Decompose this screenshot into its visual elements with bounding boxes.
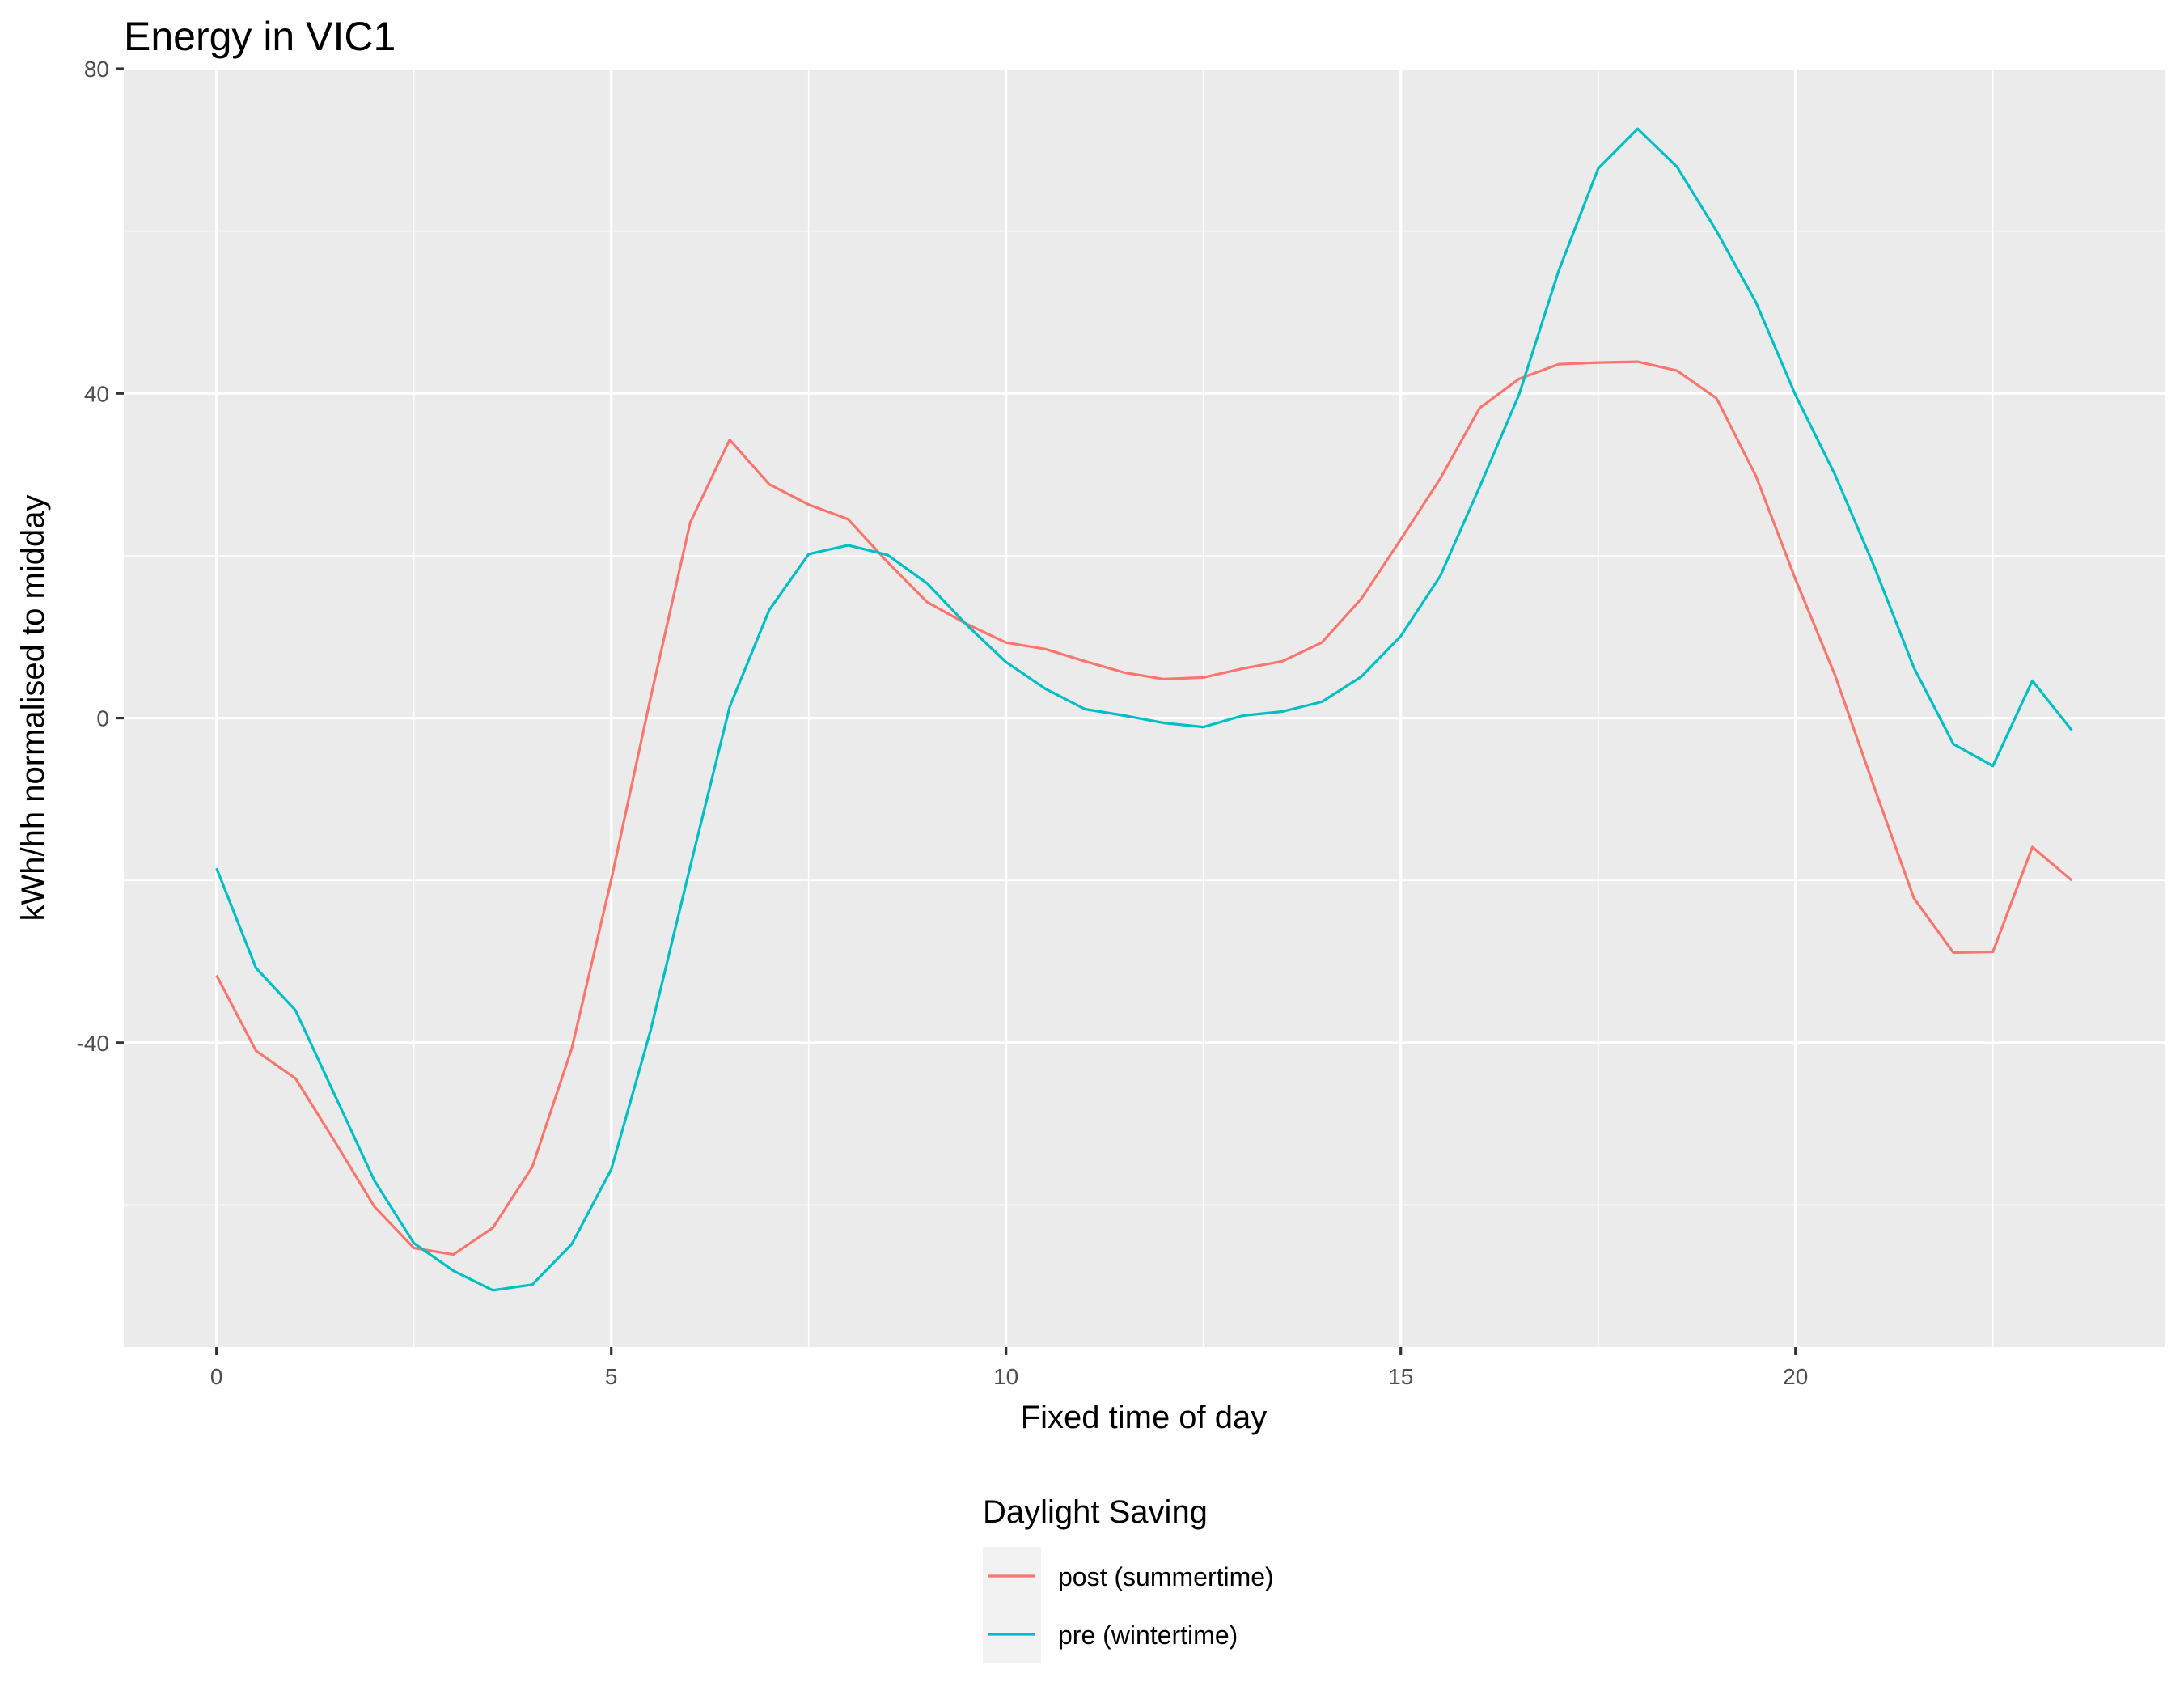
y-tick-label: 40	[84, 381, 109, 406]
y-axis: -40 0 40 80	[77, 57, 124, 1056]
legend-key-background	[983, 1547, 1041, 1663]
x-tick-label: 10	[993, 1364, 1018, 1389]
grid-major	[124, 67, 2165, 1347]
legend-title: Daylight Saving	[983, 1494, 1208, 1530]
y-tick-label: -40	[77, 1031, 109, 1056]
legend-label-pre: pre (wintertime)	[1058, 1621, 1238, 1650]
x-tick-label: 15	[1388, 1364, 1413, 1389]
x-tick-label: 0	[210, 1364, 223, 1389]
x-axis-label: Fixed time of day	[1021, 1400, 1268, 1435]
y-tick-label: 0	[96, 706, 109, 731]
x-tick-label: 20	[1783, 1364, 1808, 1389]
chart-title: Energy in VIC1	[124, 14, 396, 59]
y-tick-label: 80	[84, 57, 109, 82]
legend-label-post: post (summertime)	[1058, 1562, 1274, 1591]
legend: Daylight Saving post (summertime) pre (w…	[983, 1494, 1274, 1663]
y-axis-label: kWh/hh normalised to midday	[15, 495, 51, 922]
x-axis: 0 5 10 15 20	[210, 1347, 1808, 1389]
series-line-post	[215, 360, 2073, 1256]
series-line-pre	[215, 127, 2073, 1292]
series-lines	[215, 127, 2073, 1292]
grid-minor	[124, 69, 2165, 1347]
x-tick-label: 5	[605, 1364, 618, 1389]
plot-panel	[124, 69, 2165, 1347]
